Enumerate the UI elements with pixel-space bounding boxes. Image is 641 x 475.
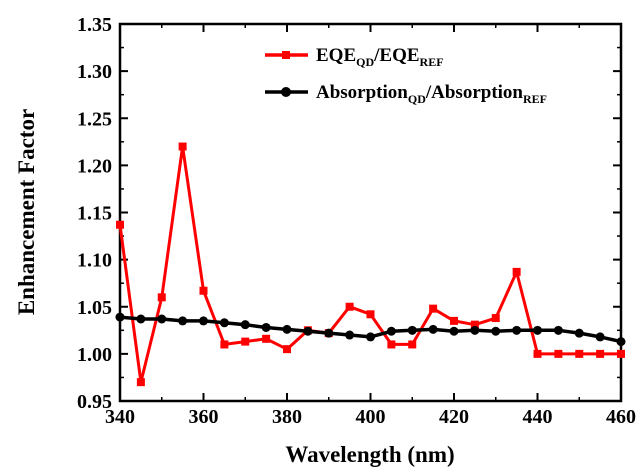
data-point (470, 320, 479, 329)
data-point (366, 332, 375, 342)
x-tick-label: 460 (606, 406, 636, 428)
plot-frame (118, 22, 623, 403)
y-tick-label: 1.05 (77, 297, 112, 319)
y-axis-title: Enhancement Factor (14, 109, 39, 315)
data-point (178, 142, 187, 151)
series-layer (115, 142, 626, 387)
data-point (533, 325, 542, 335)
y-tick-label: 1.30 (77, 61, 112, 83)
data-point (617, 349, 625, 358)
data-point (574, 328, 584, 338)
legend-label: AbsorptionQD/AbsorptionREF (316, 82, 547, 106)
data-point (596, 349, 605, 358)
data-point (429, 304, 438, 313)
data-point (491, 326, 501, 336)
data-point (449, 326, 459, 336)
data-point (553, 325, 563, 335)
axis-ticks (119, 23, 622, 402)
x-tick-label: 420 (439, 406, 469, 428)
data-point (199, 316, 208, 326)
data-point (178, 316, 188, 326)
data-point (345, 302, 354, 311)
data-point (241, 337, 250, 346)
data-point (324, 328, 334, 338)
data-point (220, 340, 229, 349)
x-tick-label: 440 (523, 406, 553, 428)
data-point (136, 314, 146, 324)
x-tick-label: 400 (356, 406, 386, 428)
data-point (554, 349, 563, 358)
data-point (366, 310, 375, 319)
y-tick-label: 0.95 (77, 391, 112, 413)
data-point (428, 324, 438, 334)
data-point (115, 312, 125, 322)
legend: EQEQD/EQEREF AbsorptionQD/AbsorptionREF (265, 45, 547, 106)
y-tick-label: 1.20 (77, 155, 112, 177)
data-point (491, 314, 500, 323)
data-point (262, 334, 271, 343)
data-point (387, 340, 396, 349)
legend-item-eqe: EQEQD/EQEREF (265, 45, 444, 69)
x-tick-label: 340 (105, 406, 135, 428)
data-point (157, 314, 167, 324)
data-point (512, 267, 521, 276)
data-point (136, 378, 145, 387)
y-tick-label: 1.35 (77, 14, 112, 36)
x-axis-title: Wavelength (nm) (285, 442, 454, 467)
x-tick-label: 380 (272, 406, 302, 428)
data-point (575, 349, 584, 358)
data-point (303, 326, 313, 336)
legend-label: EQEQD/EQEREF (316, 45, 444, 69)
series-line (118, 145, 621, 384)
data-point (616, 337, 626, 347)
data-point (199, 286, 208, 295)
data-point (595, 332, 605, 342)
y-tick-label: 1.15 (77, 203, 112, 225)
data-point (116, 220, 124, 229)
legend-marker (282, 51, 290, 59)
data-point (345, 330, 355, 340)
series-eqe (116, 142, 625, 387)
data-point (408, 340, 417, 349)
axis-tick-labels: 340 360 380 400 420 440 460 0.95 1.00 1.05 1.10 1.1… (77, 14, 636, 428)
legend-marker (281, 87, 291, 97)
legend-item-absorption: AbsorptionQD/AbsorptionREF (265, 82, 547, 106)
x-tick-label: 360 (189, 406, 219, 428)
y-tick-label: 1.25 (77, 108, 112, 130)
data-point (407, 325, 417, 335)
data-point (283, 345, 291, 354)
data-point (450, 316, 458, 325)
y-tick-label: 1.10 (77, 250, 112, 272)
data-point (240, 320, 250, 330)
data-point (512, 325, 522, 335)
data-point (386, 326, 396, 336)
data-point (219, 318, 229, 328)
data-point (533, 349, 542, 358)
data-point (157, 293, 166, 302)
series-absorption (115, 312, 626, 347)
data-point (470, 325, 480, 335)
y-tick-label: 1.00 (77, 344, 112, 366)
data-point (282, 324, 292, 334)
data-point (261, 322, 271, 332)
